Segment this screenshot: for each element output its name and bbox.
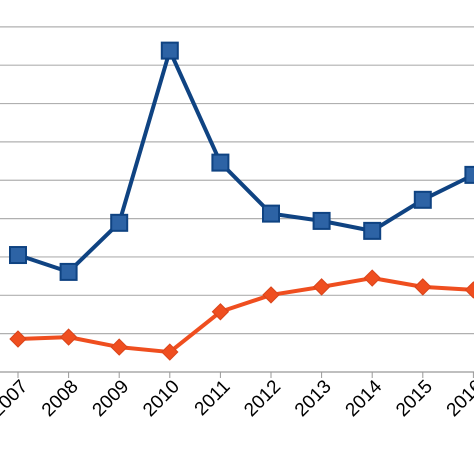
diamond-marker [161, 343, 179, 361]
square-marker [363, 221, 382, 240]
diamond-marker [9, 330, 27, 348]
x-tick-label: 2015 [392, 376, 437, 421]
x-tick-label: 2009 [89, 376, 134, 421]
square-marker [9, 246, 27, 265]
square-marker [110, 213, 129, 232]
square-marker [160, 41, 179, 60]
x-tick-label: 2007 [0, 376, 32, 421]
diamond-marker [312, 278, 331, 296]
square-marker [464, 165, 474, 184]
diamond-marker [363, 269, 381, 287]
series-line [17, 276, 474, 355]
square-marker [413, 190, 432, 209]
diamond-marker [262, 286, 280, 304]
diamond-marker [110, 338, 128, 356]
diamond-marker [59, 328, 78, 346]
x-tick-label: 2014 [342, 376, 387, 421]
diamond-marker [464, 281, 474, 299]
square-marker [312, 211, 331, 230]
diamond-marker [414, 278, 432, 296]
square-marker [211, 153, 230, 172]
diamond-marker [211, 303, 230, 321]
x-tick-label: 2012 [240, 376, 285, 421]
x-tick-label: 2016 [443, 376, 474, 421]
x-tick-label: 2013 [291, 376, 336, 421]
square-marker [262, 204, 280, 223]
x-tick-label: 2010 [139, 376, 184, 421]
square-marker [59, 262, 78, 281]
series-line [17, 48, 474, 274]
x-tick-label: 2008 [38, 376, 83, 421]
x-tick-label: 2011 [191, 376, 235, 420]
